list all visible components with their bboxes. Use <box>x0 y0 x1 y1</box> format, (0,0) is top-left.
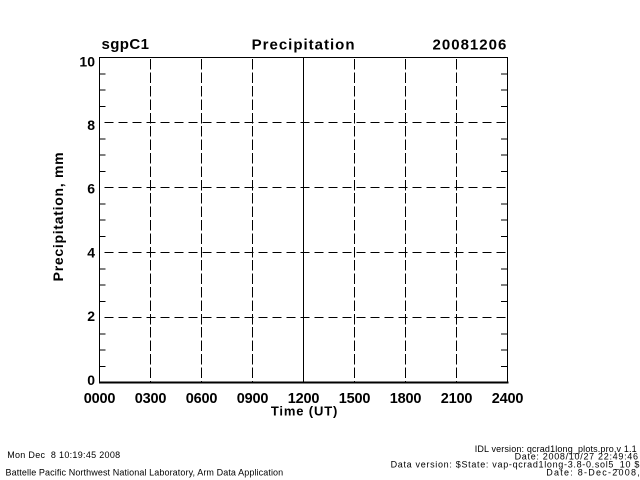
svg-text:Time (UT): Time (UT) <box>271 404 338 419</box>
svg-text:Precipitation, mm: Precipitation, mm <box>50 152 66 282</box>
svg-text:sgpC1: sgpC1 <box>102 36 150 53</box>
svg-text:4: 4 <box>87 244 95 260</box>
svg-text:6: 6 <box>87 181 95 197</box>
svg-text:1200: 1200 <box>288 391 320 407</box>
svg-text:2400: 2400 <box>492 391 524 407</box>
svg-text:Date: 8-Dec-2008,: Date: 8-Dec-2008, <box>546 468 640 478</box>
svg-text:Data version: $State: vap-qcra: Data version: $State: vap-qcrad1long-3.8… <box>391 460 640 470</box>
svg-text:2100: 2100 <box>441 391 473 407</box>
svg-text:Precipitation: Precipitation <box>252 37 356 54</box>
svg-text:10: 10 <box>79 54 95 70</box>
svg-text:Date: 2008/10/27 22:49:46: Date: 2008/10/27 22:49:46 <box>515 452 639 462</box>
svg-text:Mon Dec 8 10:19:45 2008: Mon Dec 8 10:19:45 2008 <box>7 450 120 460</box>
svg-text:0900: 0900 <box>237 391 269 407</box>
svg-text:8: 8 <box>87 117 95 133</box>
svg-text:0300: 0300 <box>135 391 167 407</box>
svg-text:2: 2 <box>87 308 95 324</box>
svg-text:1800: 1800 <box>390 391 422 407</box>
svg-text:1500: 1500 <box>339 391 371 407</box>
svg-text:0000: 0000 <box>84 391 116 407</box>
svg-text:Battelle Pacific Northwest Nat: Battelle Pacific Northwest National Labo… <box>6 468 284 478</box>
svg-text:20081206: 20081206 <box>433 37 508 54</box>
svg-text:IDL version: qcrad1long_plots.: IDL version: qcrad1long_plots.pro,v 1.1 <box>475 444 637 454</box>
svg-text:0: 0 <box>87 372 95 388</box>
svg-text:0600: 0600 <box>186 391 218 407</box>
